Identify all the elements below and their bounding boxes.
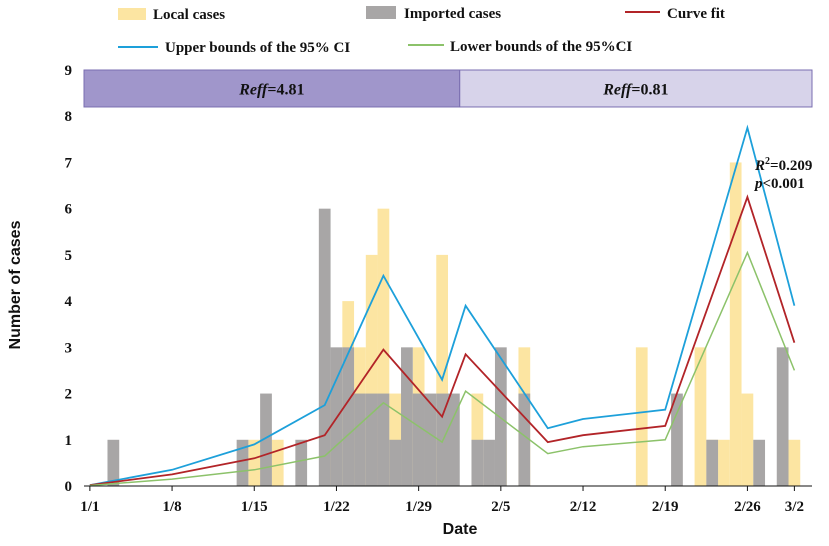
legend-upper-label: Upper bounds of the 95% CI (165, 40, 350, 56)
imported-cases-bar (483, 439, 495, 486)
imported-cases-bar (354, 393, 366, 486)
reff-bands: Reff=4.81 Reff=0.81 (83, 69, 813, 108)
x-tick-label: 2/12 (570, 499, 597, 515)
x-tick-label: 1/15 (241, 499, 268, 515)
imported-cases-bar (236, 439, 249, 486)
imported-cases-bar (518, 393, 531, 486)
y-tick-label: 6 (65, 202, 73, 218)
local-cases-bar (436, 254, 448, 486)
y-tick-label: 2 (65, 387, 73, 403)
x-axis-title: Date (443, 521, 478, 538)
local-cases-bar (788, 439, 801, 486)
legend-imported-label: Imported cases (404, 6, 501, 22)
imported-cases-bar (377, 393, 390, 486)
imported-cases-bar (389, 439, 402, 486)
x-tick-label: 2/5 (491, 499, 510, 515)
lower-ci-line (89, 250, 796, 487)
imported-cases-bar (107, 439, 120, 486)
y-axis-title: Number of cases (7, 220, 24, 349)
imported-cases-bar (776, 347, 789, 486)
imported-cases-bar (424, 393, 437, 486)
x-tick-label: 1/22 (323, 499, 350, 515)
imported-cases-bar (318, 208, 331, 486)
local-cases-bar (271, 439, 284, 486)
y-tick-label: 0 (65, 479, 73, 495)
imported-cases-bar (706, 439, 719, 486)
reff-band-2-label: Reff=0.81 (602, 81, 668, 98)
local-cases-bar (365, 254, 378, 486)
x-tick-label: 1/8 (162, 499, 181, 515)
y-tick-label: 4 (65, 294, 73, 310)
y-tick-label: 5 (65, 248, 73, 264)
x-tick-label: 2/26 (734, 499, 761, 515)
imported-cases-bar (471, 439, 484, 486)
legend-imported-swatch (366, 6, 396, 19)
y-axis-ticks: 0 1 2 3 4 5 6 7 8 9 (65, 63, 73, 495)
local-cases-bar (635, 347, 648, 486)
legend: Local cases Imported cases Curve fit Upp… (118, 6, 725, 56)
local-cases-bar (377, 208, 390, 486)
imported-cases-bar (448, 393, 460, 486)
y-tick-label: 8 (65, 109, 73, 125)
upper-ci-line (89, 124, 796, 486)
legend-lower-label: Lower bounds of the 95%CI (450, 39, 632, 55)
x-tick-label: 3/2 (785, 499, 804, 515)
imported-cases-bar (342, 347, 355, 486)
imported-cases-bar (671, 393, 683, 486)
reff-band-1-label: Reff=4.81 (238, 81, 304, 98)
reff-band-2 (459, 69, 813, 108)
imported-cases-bar (365, 393, 378, 486)
imported-cases-bar (401, 347, 413, 486)
curve-fit-line (89, 194, 796, 486)
r-squared-annotation: R2=0.209 (754, 156, 812, 174)
y-tick-label: 1 (65, 433, 73, 449)
imported-cases-bar (753, 439, 766, 486)
imported-cases-bar (412, 393, 425, 486)
imported-cases-bar (494, 347, 507, 486)
x-tick-label: 1/29 (405, 499, 432, 515)
y-tick-label: 3 (65, 340, 73, 356)
legend-local-label: Local cases (153, 7, 225, 23)
x-axis-ticks: 1/1 1/8 1/15 1/22 1/29 2/5 2/12 2/19 2/26 3/2 (80, 486, 804, 515)
y-tick-label: 9 (65, 63, 73, 79)
legend-local-swatch (118, 8, 146, 20)
imported-cases-bar (260, 393, 272, 486)
reff-band-1 (83, 69, 461, 108)
local-cases-bar (741, 393, 754, 486)
y-tick-label: 7 (65, 155, 73, 171)
local-cases-bar (248, 439, 261, 486)
x-tick-label: 1/1 (80, 499, 99, 515)
p-value-annotation: p<0.001 (753, 176, 805, 192)
local-cases-bar (729, 162, 742, 486)
imported-cases-bar (295, 439, 308, 486)
local-cases-bar (694, 347, 707, 486)
local-cases-bar (718, 439, 730, 486)
legend-fit-label: Curve fit (667, 6, 725, 22)
x-tick-label: 2/19 (652, 499, 679, 515)
imported-cases-bar (436, 393, 448, 486)
